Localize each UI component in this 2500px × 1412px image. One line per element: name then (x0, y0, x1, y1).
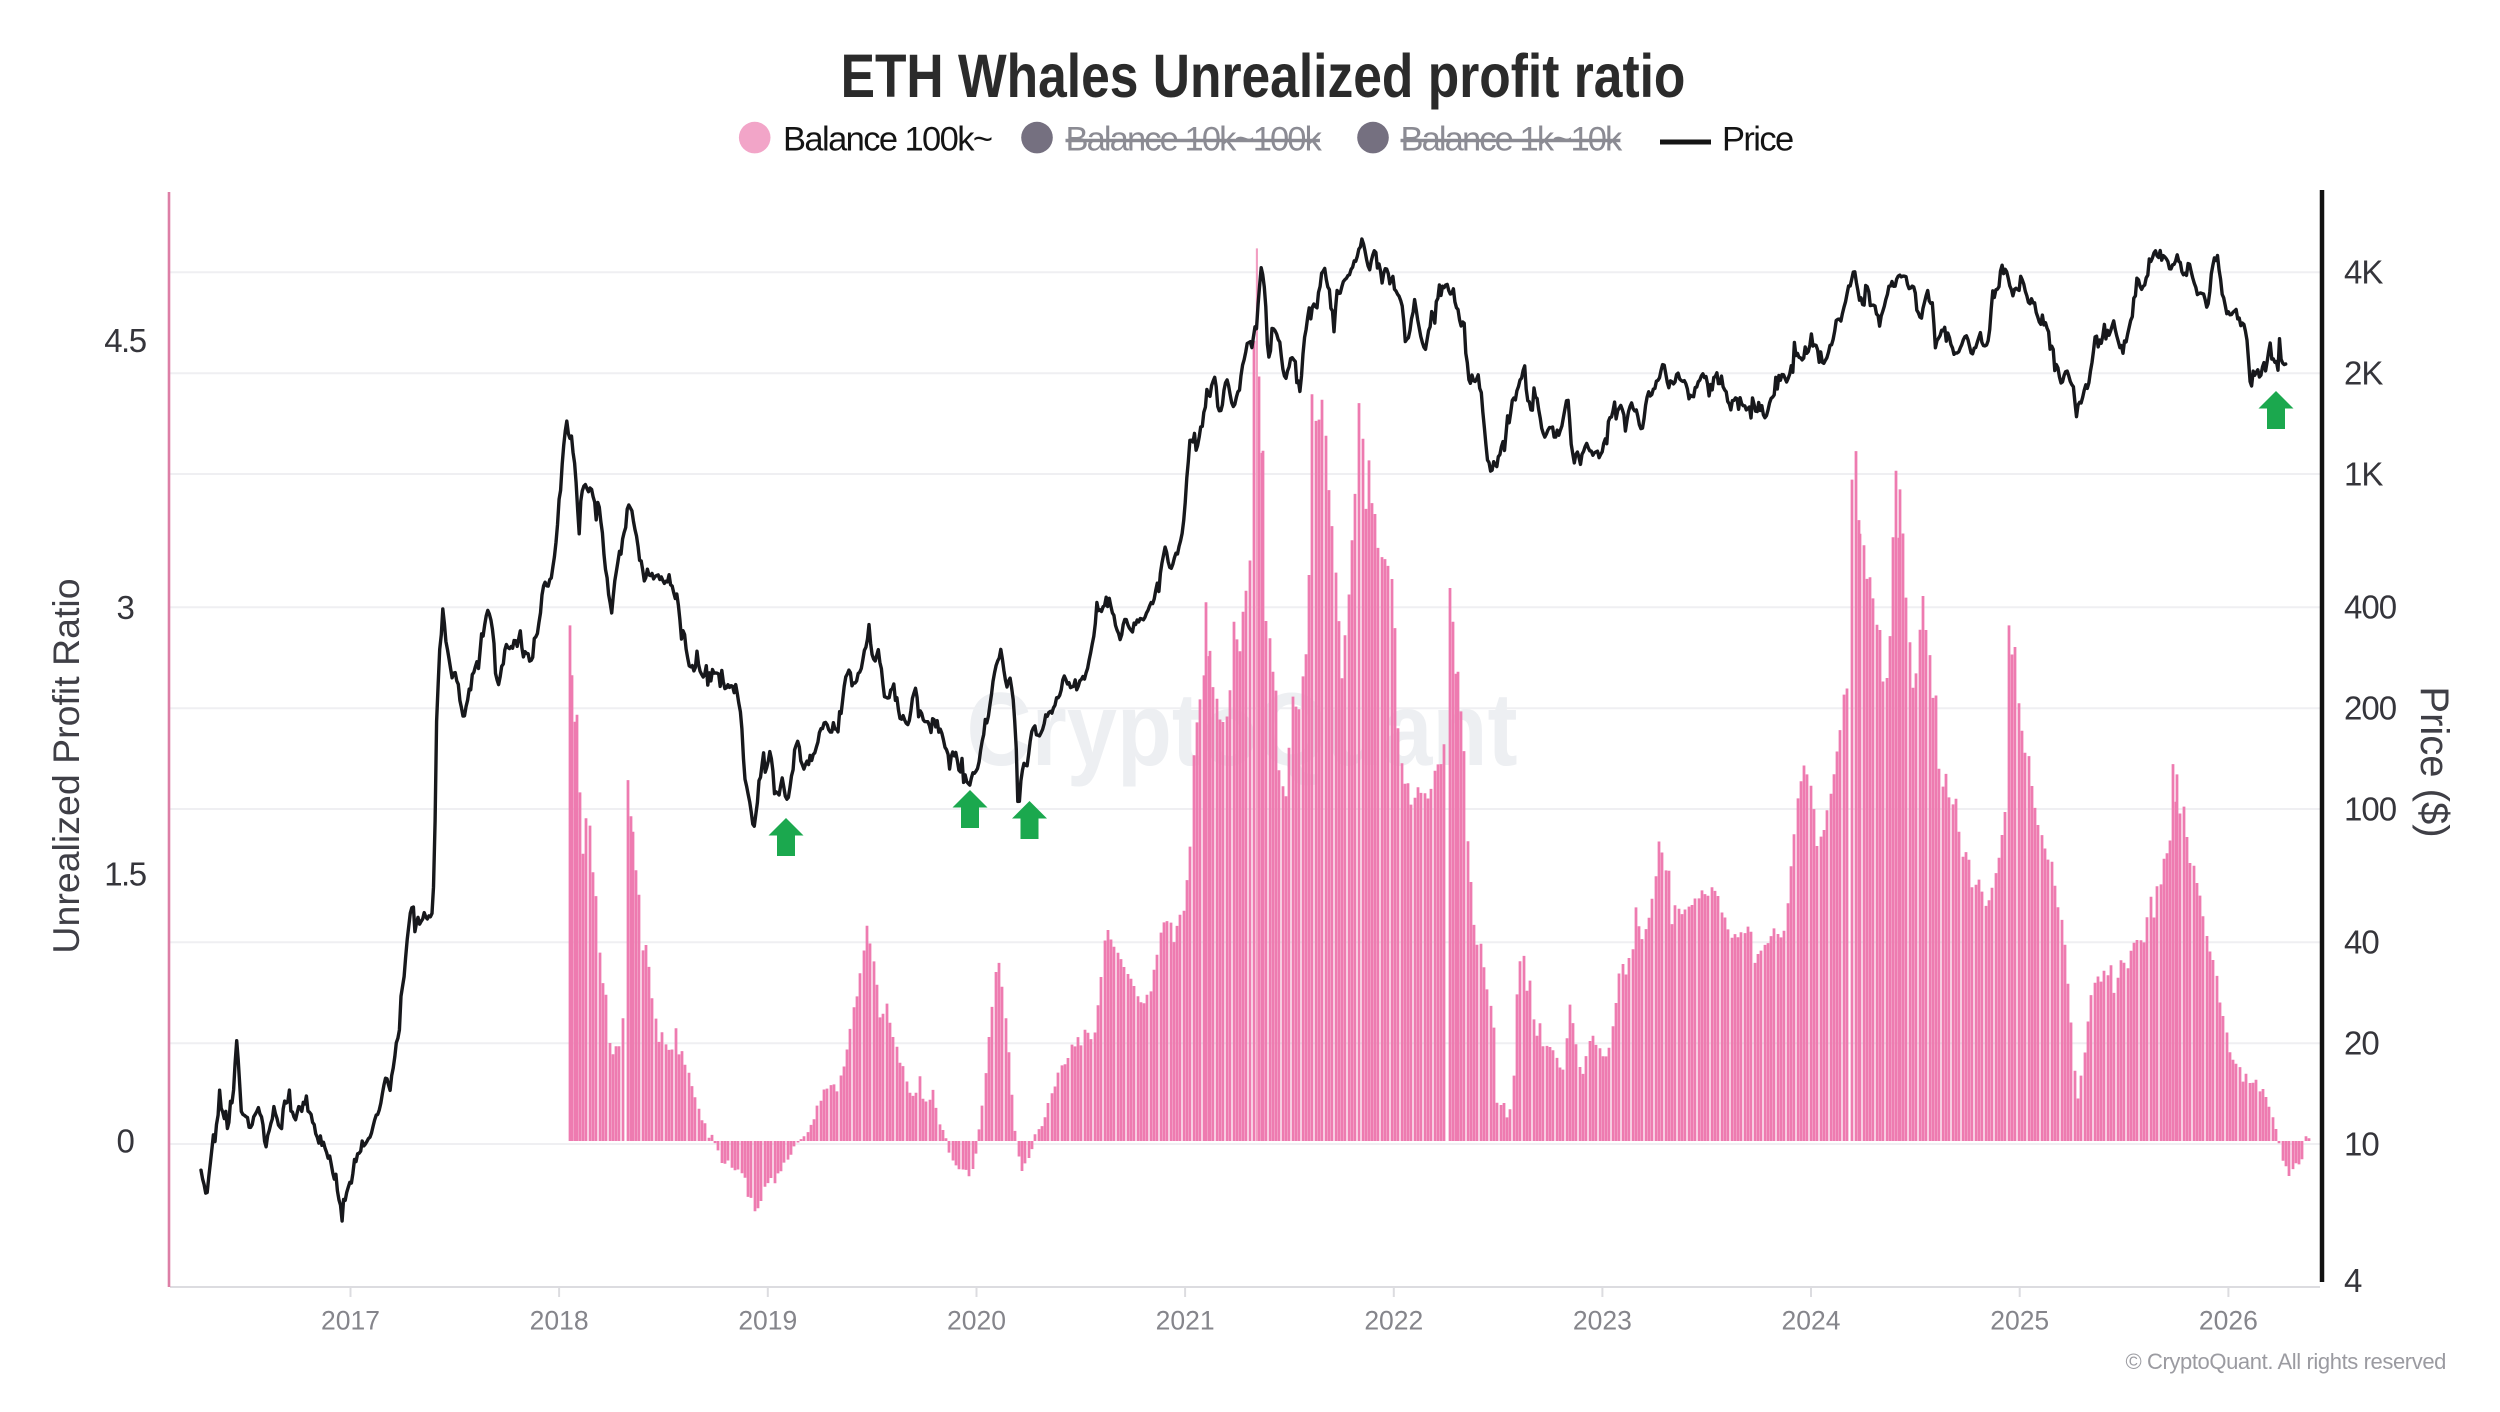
svg-text:2021: 2021 (1156, 1306, 1215, 1336)
svg-text:100: 100 (2344, 790, 2397, 827)
svg-text:Balance 100k~: Balance 100k~ (783, 121, 992, 159)
svg-text:3: 3 (116, 589, 133, 626)
svg-text:4K: 4K (2344, 254, 2383, 291)
svg-text:20: 20 (2344, 1025, 2379, 1062)
svg-text:4.5: 4.5 (104, 322, 146, 359)
svg-text:Unrealized Profit Ratio: Unrealized Profit Ratio (45, 578, 87, 953)
svg-text:Price ($): Price ($) (2412, 686, 2456, 837)
svg-text:Balance 1k~10k: Balance 1k~10k (1401, 121, 1624, 159)
svg-text:2022: 2022 (1364, 1306, 1423, 1336)
svg-text:2018: 2018 (530, 1306, 589, 1336)
svg-text:200: 200 (2344, 690, 2397, 727)
svg-text:2K: 2K (2344, 355, 2383, 392)
svg-text:ETH Whales Unrealized profit r: ETH Whales Unrealized profit ratio (841, 42, 1686, 110)
svg-text:1.5: 1.5 (104, 856, 146, 893)
svg-text:2019: 2019 (738, 1306, 797, 1336)
svg-text:10: 10 (2344, 1125, 2379, 1162)
svg-text:2023: 2023 (1573, 1306, 1632, 1336)
svg-text:40: 40 (2344, 924, 2379, 961)
svg-text:1K: 1K (2344, 455, 2383, 492)
svg-text:400: 400 (2344, 589, 2397, 626)
svg-text:4: 4 (2344, 1262, 2362, 1299)
svg-text:0: 0 (116, 1122, 134, 1159)
svg-text:Price: Price (1722, 121, 1793, 159)
svg-text:2026: 2026 (2199, 1306, 2258, 1336)
svg-text:2020: 2020 (947, 1306, 1006, 1336)
svg-text:2025: 2025 (1990, 1306, 2049, 1336)
svg-text:2024: 2024 (1782, 1306, 1841, 1336)
svg-text:2017: 2017 (321, 1306, 380, 1336)
svg-text:Balance 10k~100k: Balance 10k~100k (1066, 121, 1323, 159)
svg-text:© CryptoQuant. All rights rese: © CryptoQuant. All rights reserved (2125, 1349, 2446, 1374)
